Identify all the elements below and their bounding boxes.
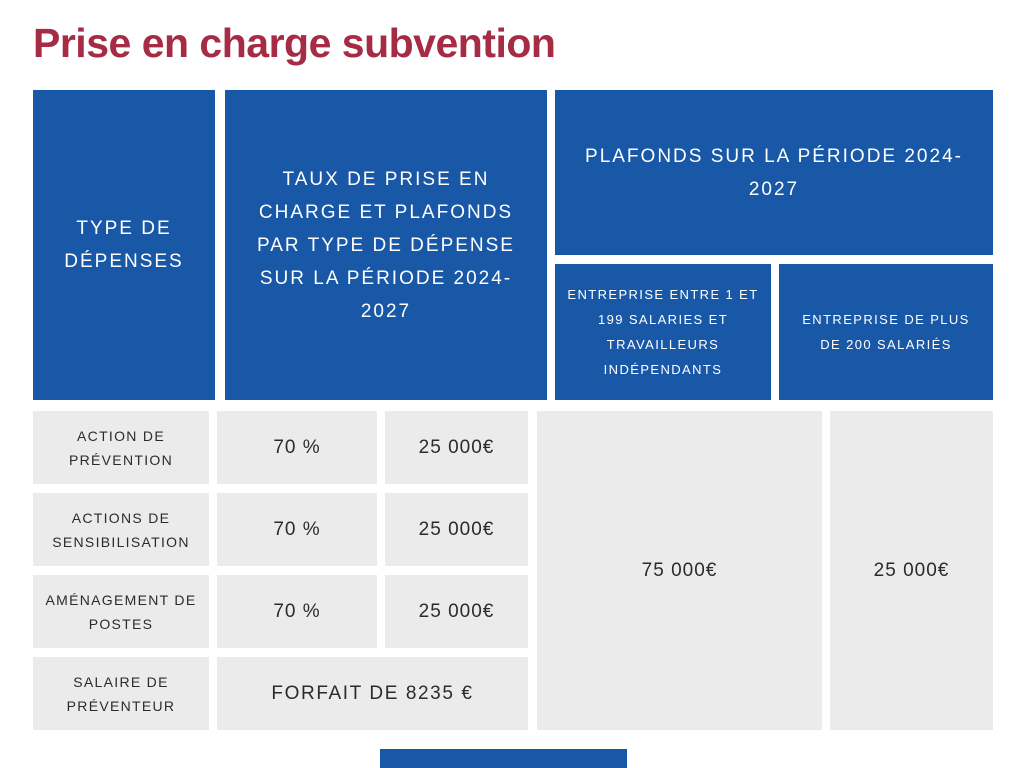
- header-entreprise-1-199-salaries: ENTREPRISE ENTRE 1 ET 199 SALARIES ET TR…: [555, 264, 771, 400]
- row-label-amenagement-postes: AMÉNAGEMENT DE POSTES: [33, 575, 209, 648]
- header-type-depenses: TYPE DE DÉPENSES: [33, 90, 215, 400]
- row-plafond-actions-sensibilisation: 25 000€: [385, 493, 528, 566]
- row-plafond-amenagement-postes: 25 000€: [385, 575, 528, 648]
- total-plafond-large-company: 25 000€: [830, 411, 993, 730]
- row-taux-amenagement-postes: 70 %: [217, 575, 377, 648]
- header-plafonds-periode: PLAFONDS SUR LA PÉRIODE 2024-2027: [555, 90, 993, 255]
- total-plafond-small-company: 75 000€: [537, 411, 822, 730]
- page-title: Prise en charge subvention: [33, 20, 556, 66]
- row-label-actions-sensibilisation: ACTIONS DE SENSIBILISATION: [33, 493, 209, 566]
- bottom-accent-bar: [380, 749, 627, 768]
- header-taux-prise-en-charge: TAUX DE PRISE EN CHARGE ET PLAFONDS PAR …: [225, 90, 547, 400]
- row-taux-action-prevention: 70 %: [217, 411, 377, 484]
- row-forfait-salaire-preventeur: FORFAIT DE 8235 €: [217, 657, 528, 730]
- header-entreprise-plus-200-salaries: ENTREPRISE DE PLUS DE 200 SALARIÉS: [779, 264, 993, 400]
- row-taux-actions-sensibilisation: 70 %: [217, 493, 377, 566]
- row-label-salaire-preventeur: SALAIRE DE PRÉVENTEUR: [33, 657, 209, 730]
- row-plafond-action-prevention: 25 000€: [385, 411, 528, 484]
- row-label-action-prevention: ACTION DE PRÉVENTION: [33, 411, 209, 484]
